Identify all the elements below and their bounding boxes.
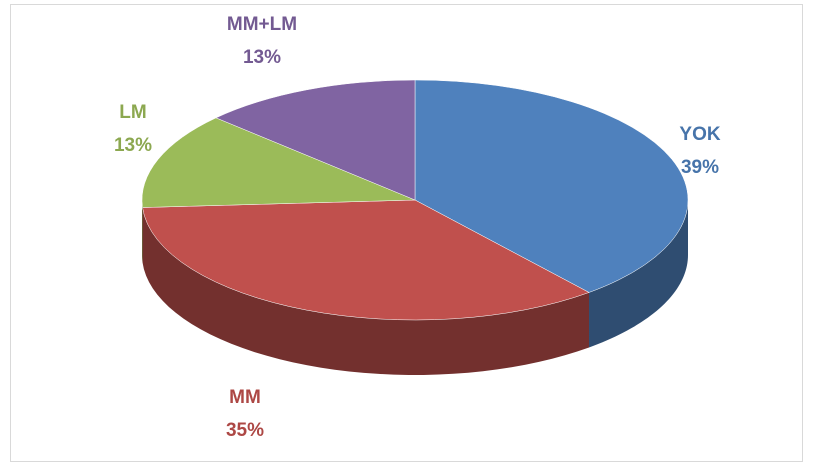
data-label-value: 35% (226, 420, 264, 441)
slice-side (589, 200, 688, 348)
data-label-name: MM (229, 387, 261, 408)
data-label-value: 13% (243, 47, 281, 68)
data-label-value: 39% (681, 157, 719, 178)
data-label-name: MM+LM (227, 14, 297, 35)
slice (142, 199, 590, 321)
slice-side (142, 207, 590, 375)
slice (414, 79, 689, 293)
data-label-name: YOK (679, 124, 720, 145)
slice (215, 79, 416, 201)
data-label-name: LM (119, 102, 146, 123)
slice (141, 117, 416, 208)
data-label-value: 13% (114, 135, 152, 156)
slice-side (142, 200, 143, 263)
